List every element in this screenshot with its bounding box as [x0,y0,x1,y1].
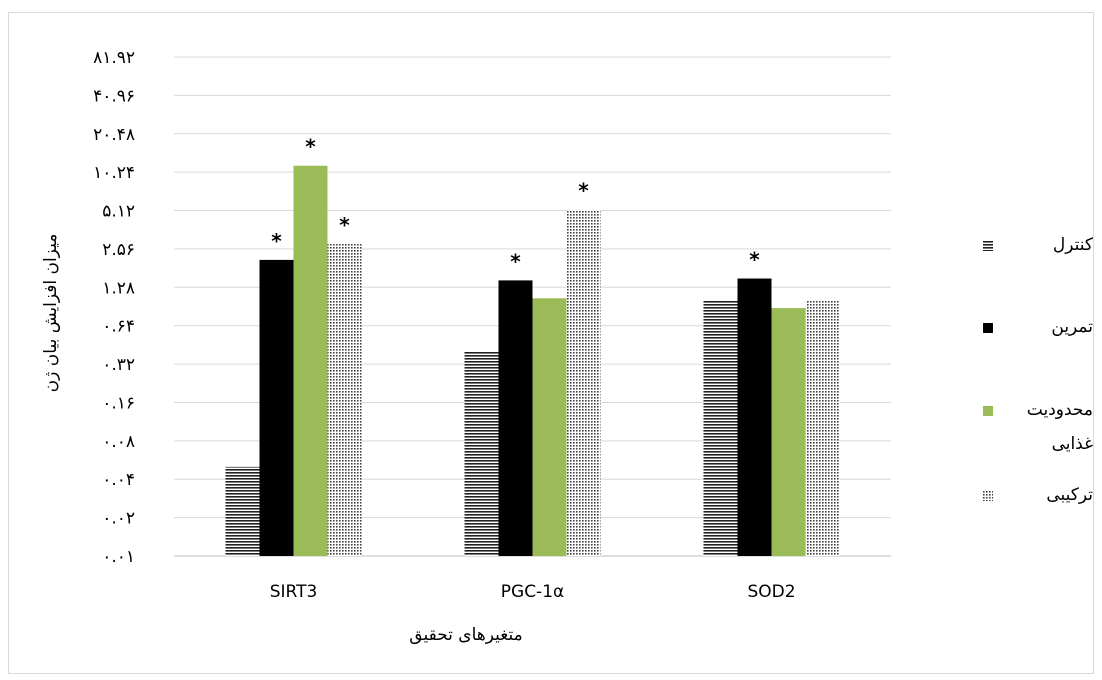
legend-swatch-dots [983,491,993,501]
legend-item-training: تمرین [977,310,1093,344]
legend-swatch-green [983,406,993,416]
legend-swatch-black [983,323,993,333]
significance-star: * [749,248,760,272]
y-tick-label: ۴۰.۹۶ [93,86,135,106]
bar [737,278,772,556]
significance-marks: * * * * * * [271,135,760,274]
bar [327,243,362,556]
bar [771,308,806,556]
legend-swatch-hlines [983,241,993,251]
y-tick-label: ۰.۰۸ [102,432,135,452]
y-tick-labels: ۰.۰۱ ۰.۰۲ ۰.۰۴ ۰.۰۸ ۰.۱۶ ۰.۳۲ ۰.۶۴ ۱.۲۸ ۲.۵۶ ۵.۱۲… [93,48,135,567]
y-tick-label: ۱۰.۲۴ [93,163,135,183]
bar [703,300,738,556]
y-tick-label: ۱.۲۸ [102,278,135,298]
chart-frame: ۰.۰۱ ۰.۰۲ ۰.۰۴ ۰.۰۸ ۰.۱۶ ۰.۳۲ ۰.۶۴ ۱.۲۸ ۲.۵۶ ۵.۱۲… [8,12,1094,674]
x-tick-labels: SIRT3 PGC-1α SOD2 [270,582,796,602]
legend-item-combined: ترکیبی [977,478,1093,512]
bar-chart: ۰.۰۱ ۰.۰۲ ۰.۰۴ ۰.۰۸ ۰.۱۶ ۰.۳۲ ۰.۶۴ ۱.۲۸ ۲.۵۶ ۵.۱۲… [41,48,891,645]
bars [225,165,840,557]
x-tick-label: SIRT3 [270,582,318,602]
bar [225,466,260,556]
y-tick-label: ۰.۶۴ [102,317,135,337]
legend-label: محدودیت غذایی [1026,400,1093,454]
significance-star: * [271,229,282,253]
y-tick-label: ۲.۵۶ [102,240,135,260]
bar [464,351,499,556]
x-tick-label: PGC-1α [501,582,564,602]
y-tick-label: ۰.۱۶ [102,393,135,413]
significance-star: * [339,213,350,237]
legend-label: ترکیبی [1046,485,1093,505]
significance-star: * [578,179,589,203]
legend-item-diet: محدودیت غذایی [977,393,1093,461]
x-tick-label: SOD2 [747,582,795,602]
y-axis-label: میزان افزایش بیان ژن [41,234,61,393]
y-tick-label: ۰.۰۴ [102,470,135,490]
bar [532,298,567,556]
y-tick-label: ۰.۰۱ [102,547,135,567]
legend-item-control: کنترل [977,228,1093,262]
x-axis-label: متغیرهای تحقیق [409,625,522,645]
y-tick-label: ۵.۱۲ [102,202,135,222]
legend-label: تمرین [1051,317,1093,337]
y-tick-label: ۰.۳۲ [102,355,135,375]
bar [805,300,840,556]
legend-label: کنترل [1052,235,1093,255]
bar [498,280,533,556]
bar [293,165,328,556]
y-tick-label: ۸۱.۹۲ [93,48,135,68]
y-tick-label: ۲۰.۴۸ [93,125,135,145]
significance-star: * [305,135,316,159]
bar [566,209,601,557]
significance-star: * [510,249,521,273]
y-tick-label: ۰.۰۲ [102,509,135,529]
bar [259,259,294,556]
